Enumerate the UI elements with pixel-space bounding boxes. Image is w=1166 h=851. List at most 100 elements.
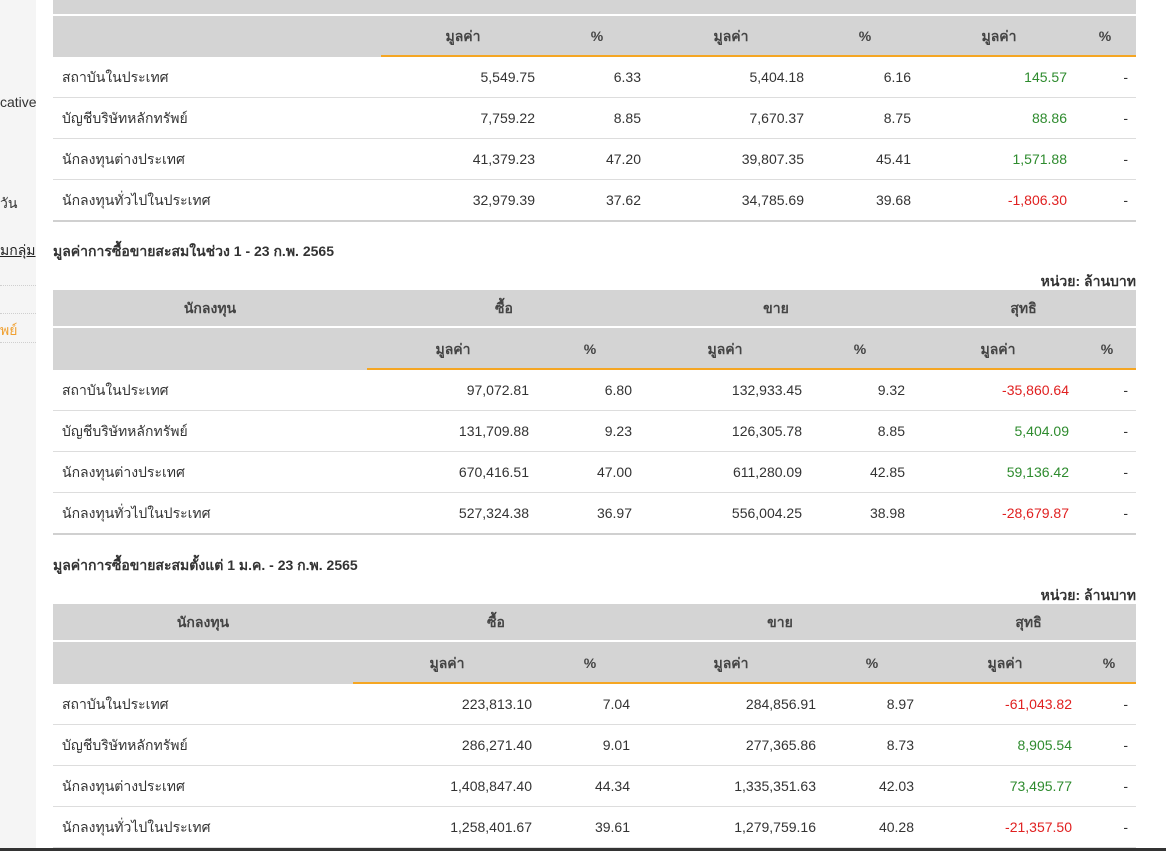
net-value: 88.86 <box>1031 110 1067 126</box>
table-3-header-top: นักลงทุน ซื้อ ขาย สุทธิ <box>53 604 1136 642</box>
net-header: สุทธิ <box>1010 300 1037 316</box>
net-value: 59,136.42 <box>1006 464 1069 480</box>
investor-name: นักลงทุนต่างประเทศ <box>62 778 185 794</box>
investor-name: นักลงทุนทั่วไปในประเทศ <box>62 819 211 835</box>
sell-value: 34,785.69 <box>741 192 804 208</box>
sell-header: ขาย <box>763 300 789 316</box>
sell-value: 611,280.09 <box>732 464 802 480</box>
investor-name: บัญชีบริษัทหลักทรัพย์ <box>62 737 188 753</box>
sidebar-item-1[interactable]: cative <box>0 94 36 110</box>
buy-pct: 39.61 <box>594 819 630 835</box>
investor-name: นักลงทุนทั่วไปในประเทศ <box>62 192 211 208</box>
sell-value-header: มูลค่า <box>707 341 743 357</box>
sell-value: 1,279,759.16 <box>734 819 816 835</box>
table-row: นักลงทุนทั่วไปในประเทศ 527,324.38 36.97 … <box>53 493 1136 535</box>
sell-value: 132,933.45 <box>731 382 802 398</box>
sell-header: ขาย <box>767 614 793 630</box>
net-pct-header: % <box>1102 655 1116 671</box>
sidebar: cative วัน มกลุ่ม พย์ <box>0 0 36 851</box>
sell-pct: 40.28 <box>878 819 914 835</box>
table-row: นักลงทุนต่างประเทศ 670,416.51 47.00 611,… <box>53 452 1136 493</box>
net-header: สุทธิ <box>1015 614 1042 630</box>
table-row: นักลงทุนต่างประเทศ 41,379.23 47.20 39,80… <box>53 139 1136 180</box>
buy-pct: 37.62 <box>605 192 641 208</box>
investor-header: นักลงทุน <box>176 614 230 630</box>
investor-name: นักลงทุนต่างประเทศ <box>62 464 185 480</box>
sell-value-header: มูลค่า <box>713 655 749 671</box>
buy-pct: 36.97 <box>596 505 632 521</box>
buy-pct: 47.20 <box>605 151 641 167</box>
buy-value: 131,709.88 <box>458 423 529 439</box>
table-3: นักลงทุน ซื้อ ขาย สุทธิ มูลค่า % มูลค่า … <box>53 604 1136 848</box>
table-2: นักลงทุน ซื้อ ขาย สุทธิ มูลค่า % มูลค่า … <box>53 290 1136 535</box>
net-pct: - <box>1123 151 1128 167</box>
buy-value: 97,072.81 <box>466 382 529 398</box>
table-row: บัญชีบริษัทหลักทรัพย์ 286,271.40 9.01 27… <box>53 725 1136 766</box>
buy-pct-header: % <box>583 341 597 357</box>
sell-value: 284,856.91 <box>745 696 816 712</box>
table-row: นักลงทุนทั่วไปในประเทศ 1,258,401.67 39.6… <box>53 807 1136 848</box>
accent-underline <box>367 368 1136 370</box>
sidebar-item-4[interactable]: พย์ <box>0 322 18 338</box>
net-pct-header: % <box>1098 28 1112 44</box>
table-2-subheader: มูลค่า % มูลค่า % มูลค่า % <box>53 328 1136 370</box>
buy-header: ซื้อ <box>495 300 513 316</box>
net-pct: - <box>1123 819 1128 835</box>
buy-value: 223,813.10 <box>461 696 532 712</box>
sidebar-item-2[interactable]: วัน <box>0 195 18 211</box>
unit-label: หน่วย: ล้านบาท <box>1040 273 1136 289</box>
net-value: -61,043.82 <box>1005 696 1072 712</box>
investor-name: บัญชีบริษัทหลักทรัพย์ <box>62 423 188 439</box>
sell-pct: 38.98 <box>869 505 905 521</box>
sell-pct: 9.32 <box>877 382 905 398</box>
investor-name: สถาบันในประเทศ <box>62 696 169 712</box>
sidebar-divider <box>0 285 36 286</box>
net-value: -28,679.87 <box>1002 505 1069 521</box>
sell-pct: 8.75 <box>883 110 911 126</box>
investor-name: สถาบันในประเทศ <box>62 382 169 398</box>
sidebar-divider <box>0 342 36 343</box>
net-value: -1,806.30 <box>1007 192 1067 208</box>
net-pct: - <box>1123 505 1128 521</box>
sell-value: 277,365.86 <box>745 737 816 753</box>
investor-name: นักลงทุนต่างประเทศ <box>62 151 185 167</box>
sell-pct: 42.03 <box>878 778 914 794</box>
buy-pct: 9.01 <box>602 737 630 753</box>
sell-pct-header: % <box>853 341 867 357</box>
table-row: สถาบันในประเทศ 223,813.10 7.04 284,856.9… <box>53 684 1136 725</box>
sell-value: 556,004.25 <box>731 505 802 521</box>
sell-value: 126,305.78 <box>731 423 802 439</box>
sell-value: 39,807.35 <box>741 151 804 167</box>
table-row: สถาบันในประเทศ 5,549.75 6.33 5,404.18 6.… <box>53 57 1136 98</box>
investor-name: นักลงทุนทั่วไปในประเทศ <box>62 505 211 521</box>
net-value: 8,905.54 <box>1017 737 1073 753</box>
sell-value: 1,335,351.63 <box>734 778 816 794</box>
net-pct: - <box>1123 696 1128 712</box>
net-pct: - <box>1123 69 1128 85</box>
net-pct: - <box>1123 110 1128 126</box>
sidebar-divider <box>0 313 36 314</box>
buy-pct-header: % <box>583 655 597 671</box>
table-1: มูลค่า % มูลค่า % มูลค่า % สถาบันในประเท… <box>53 0 1136 222</box>
sell-pct: 8.85 <box>877 423 905 439</box>
net-pct: - <box>1123 192 1128 208</box>
net-pct: - <box>1123 737 1128 753</box>
buy-value: 670,416.51 <box>458 464 529 480</box>
buy-pct-header: % <box>590 28 604 44</box>
buy-value: 286,271.40 <box>461 737 532 753</box>
net-pct-header: % <box>1100 341 1114 357</box>
table-row: นักลงทุนต่างประเทศ 1,408,847.40 44.34 1,… <box>53 766 1136 807</box>
table-row: นักลงทุนทั่วไปในประเทศ 32,979.39 37.62 3… <box>53 180 1136 222</box>
buy-pct: 6.33 <box>613 69 641 85</box>
sidebar-item-3[interactable]: มกลุ่ม <box>0 242 36 258</box>
investor-header: นักลงทุน <box>183 300 237 316</box>
buy-value: 41,379.23 <box>472 151 535 167</box>
buy-value: 5,549.75 <box>480 69 536 85</box>
sell-value: 5,404.18 <box>749 69 805 85</box>
buy-value-header: มูลค่า <box>429 655 465 671</box>
buy-value-header: มูลค่า <box>435 341 471 357</box>
accent-underline <box>353 682 1136 684</box>
accent-underline <box>381 55 1136 57</box>
net-pct: - <box>1123 464 1128 480</box>
buy-pct: 9.23 <box>604 423 632 439</box>
